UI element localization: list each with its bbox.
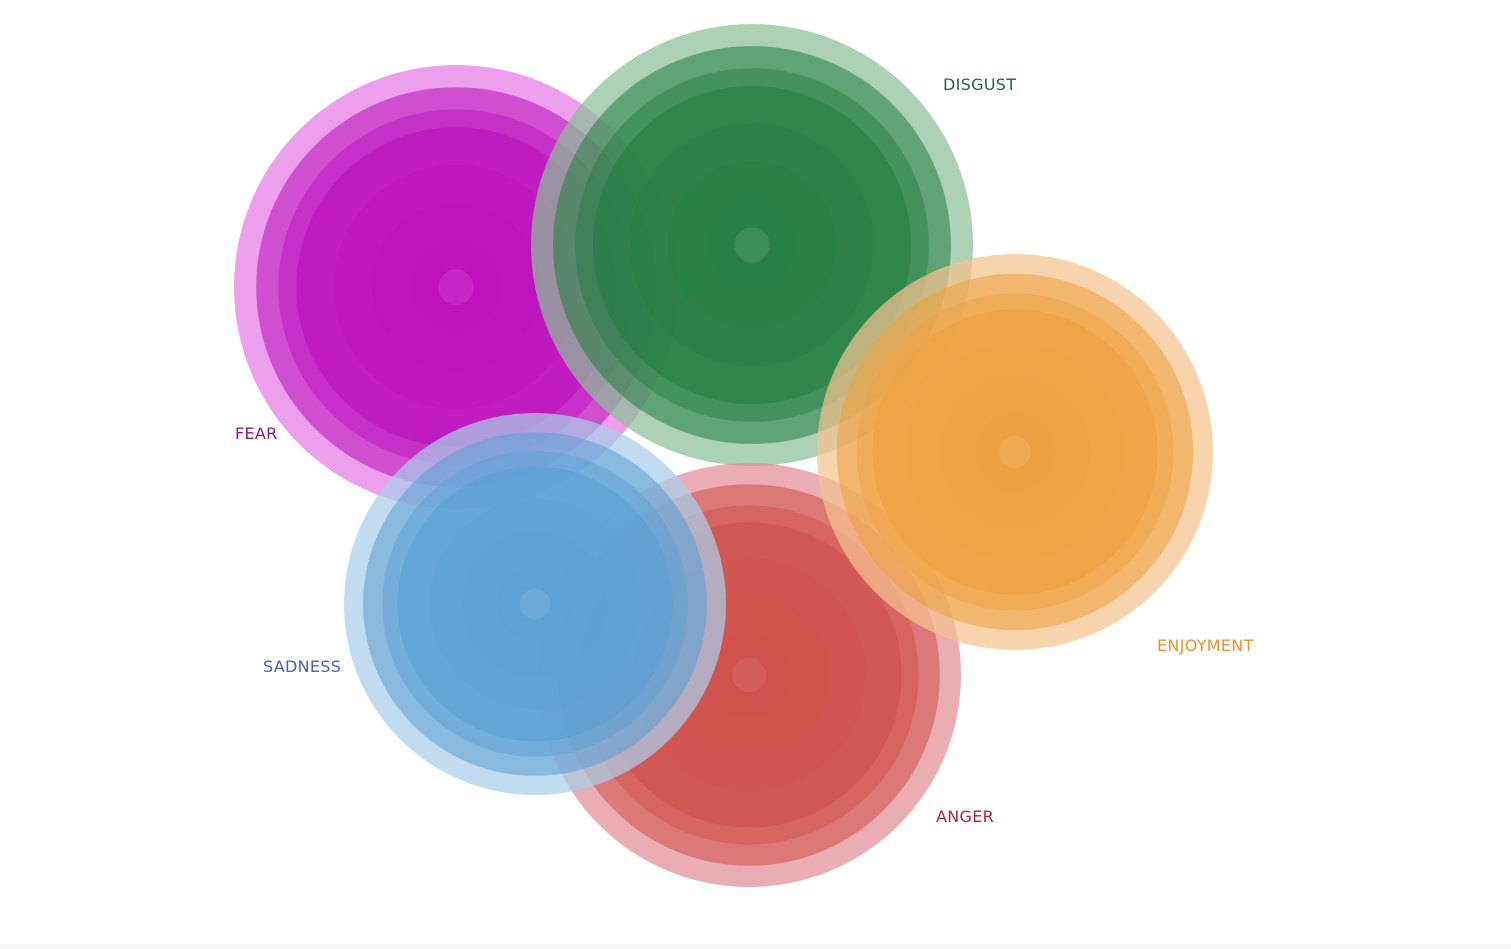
label-sadness[interactable]: SADNESS [263,657,342,676]
bubble-fear-ring-6 [411,242,501,332]
bubble-anger-ring-7 [732,658,766,692]
bubble-disgust-ring-5 [668,161,836,329]
bubble-fear-ring-7 [438,269,474,305]
bubble-enjoyment-ring-4 [906,343,1124,561]
bubble-sadness-ring-7 [519,588,551,620]
bubble-enjoyment-ring-6 [975,412,1055,492]
bubble-sadness-ring-5 [462,531,608,677]
bubble-disgust-ring-6 [707,200,797,290]
label-fear[interactable]: FEAR [235,424,278,443]
bubble-sadness[interactable] [344,413,726,795]
bubble-sadness-ring-4 [429,498,641,710]
label-disgust[interactable]: DISGUST [943,75,1017,94]
bubble-fear-ring-5 [371,202,541,372]
bubble-sadness-ring-3 [397,466,673,742]
bubble-disgust-ring-7 [734,227,770,263]
bubble-anger-ring-6 [706,632,792,718]
bubble-enjoyment-ring-7 [999,436,1031,468]
bubble-sadness-ring-6 [496,565,574,643]
label-anger[interactable]: ANGER [936,807,995,826]
bottom-edge [0,944,1511,949]
bubble-disgust-ring-3 [592,85,912,405]
label-enjoyment[interactable]: ENJOYMENT [1157,636,1254,655]
bubble-enjoyment[interactable] [817,254,1213,650]
bubble-disgust-ring-4 [630,123,874,367]
bubble-enjoyment-ring-5 [939,376,1091,528]
bubble-fear-ring-4 [333,164,579,410]
bubble-enjoyment-ring-3 [872,309,1158,595]
